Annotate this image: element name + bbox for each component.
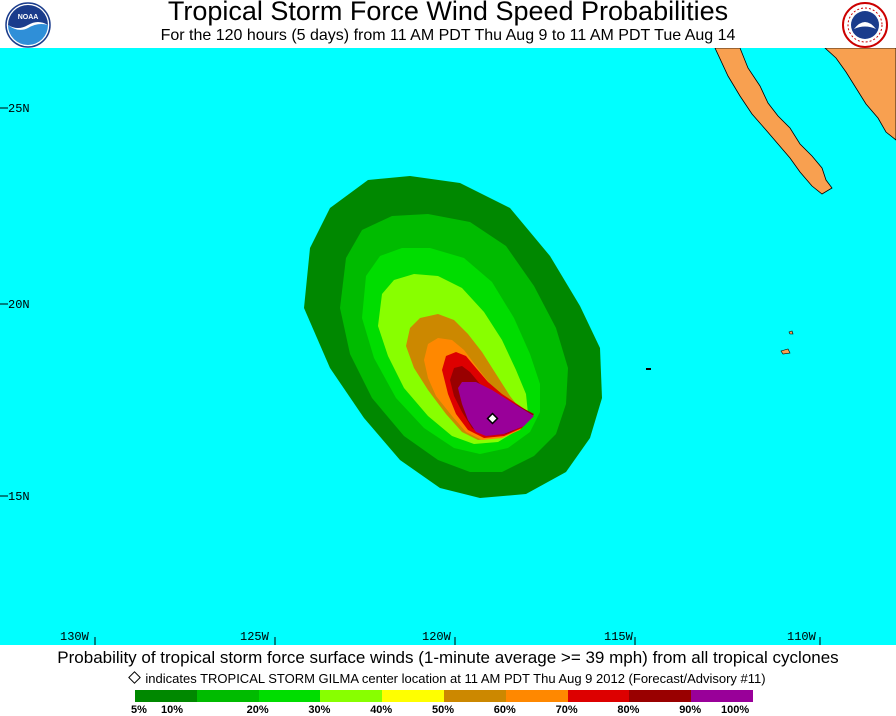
legend-label: 90% xyxy=(679,704,702,716)
legend-swatch xyxy=(258,690,321,702)
lat-label: 25N xyxy=(8,102,30,116)
legend-label: 5% xyxy=(131,704,147,716)
island xyxy=(780,348,791,355)
storm-center-marker xyxy=(486,412,499,425)
storm-note: indicates TROPICAL STORM GILMA center lo… xyxy=(0,671,896,686)
page-subtitle: For the 120 hours (5 days) from 11 AM PD… xyxy=(160,27,736,44)
legend-label: 60% xyxy=(493,704,516,716)
legend-swatch xyxy=(135,690,197,702)
legend-swatch xyxy=(629,690,692,702)
footer: Probability of tropical storm force surf… xyxy=(0,645,896,716)
lon-label: 110W xyxy=(787,630,817,644)
legend-swatch xyxy=(196,690,259,702)
legend-label: 100% xyxy=(721,704,750,716)
header: NOAA Tropical Storm Force Wind Speed Pro… xyxy=(0,0,896,48)
lat-label: 15N xyxy=(8,490,30,504)
island xyxy=(788,330,794,335)
lon-label: 125W xyxy=(240,630,270,644)
lon-label: 130W xyxy=(60,630,90,644)
map-caption: Probability of tropical storm force surf… xyxy=(57,648,839,667)
probability-contours xyxy=(304,176,602,498)
legend-label: 30% xyxy=(308,704,331,716)
island xyxy=(646,368,651,370)
page-title: Tropical Storm Force Wind Speed Probabil… xyxy=(167,0,729,26)
legend-color-bar xyxy=(135,690,753,702)
lon-label: 115W xyxy=(604,630,634,644)
svg-text:NOAA: NOAA xyxy=(18,14,39,21)
noaa-logo: NOAA xyxy=(5,2,51,48)
legend-swatch xyxy=(382,690,444,702)
baja-california-land xyxy=(714,48,833,195)
legend-label: 20% xyxy=(246,704,269,716)
legend-swatch xyxy=(505,690,568,702)
map-canvas: 25N 20N 15N 130W 125W 120W 115W 110W xyxy=(0,48,896,645)
mainland-mexico-land xyxy=(824,48,896,141)
legend-label: 70% xyxy=(555,704,578,716)
legend-label: 50% xyxy=(432,704,455,716)
legend-swatch xyxy=(320,690,383,702)
legend-swatch xyxy=(567,690,630,702)
lon-label: 120W xyxy=(422,630,452,644)
graticule xyxy=(0,107,821,645)
legend-label: 40% xyxy=(370,704,393,716)
nws-logo xyxy=(842,2,888,48)
legend-swatch xyxy=(691,690,753,702)
legend-label: 10% xyxy=(161,704,184,716)
legend-swatch xyxy=(443,690,506,702)
lat-label: 20N xyxy=(8,298,30,312)
contour-90pct xyxy=(458,382,534,436)
diamond-icon xyxy=(128,671,142,684)
storm-note-text: indicates TROPICAL STORM GILMA center lo… xyxy=(145,671,766,686)
probability-map: 25N 20N 15N 130W 125W 120W 115W 110W xyxy=(0,48,896,645)
legend-label: 80% xyxy=(617,704,640,716)
